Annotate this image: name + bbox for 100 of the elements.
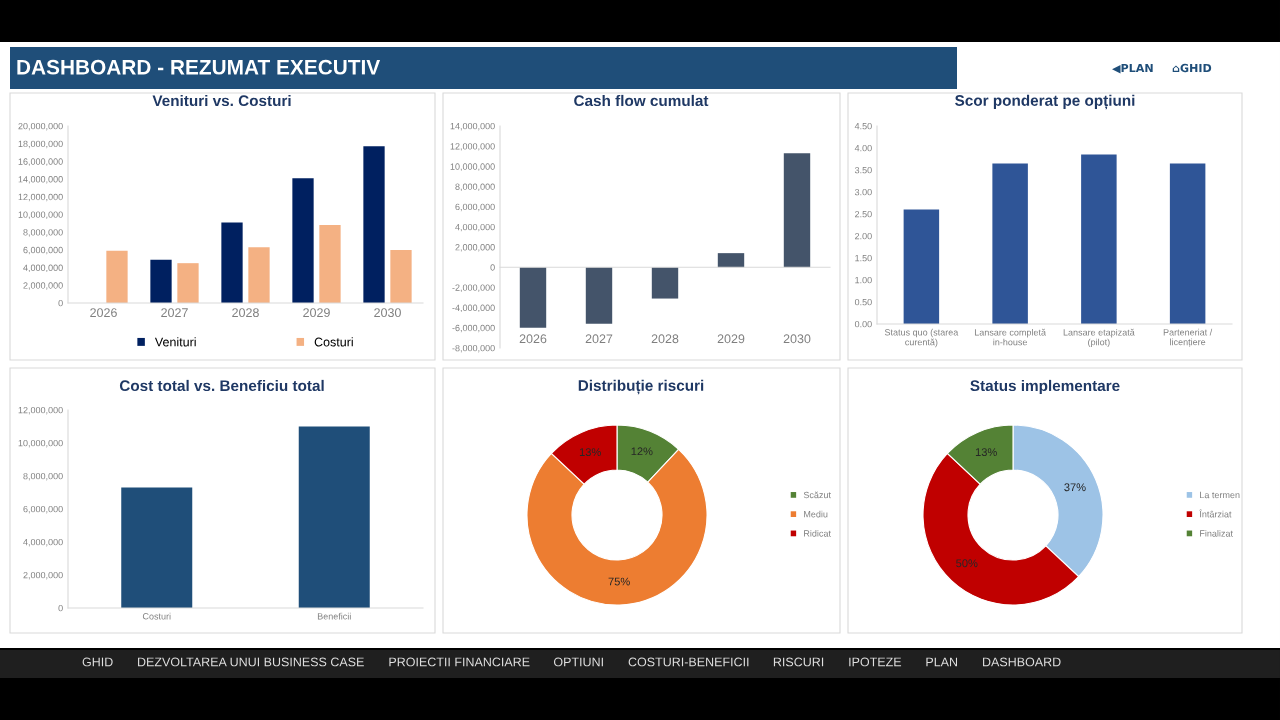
bar	[903, 209, 940, 324]
y-tick-label: 10,000,000	[450, 163, 495, 171]
y-tick-label: 0	[58, 604, 63, 612]
legend-label: Ridicat	[804, 530, 831, 537]
x-tick-label: Beneficii	[317, 612, 351, 620]
y-tick-label: 2,000,000	[23, 282, 63, 290]
bar	[390, 249, 412, 303]
chart-title: Distribuție riscuri	[578, 379, 704, 395]
data-label: 37%	[1064, 483, 1086, 492]
y-tick-label: 6,000,000	[23, 246, 63, 255]
bar	[221, 222, 243, 303]
chart-title: Status implementare	[970, 379, 1120, 395]
legend-label: La termen	[1200, 491, 1240, 499]
y-tick-label: 12,000,000	[18, 193, 63, 202]
y-tick-label: 4,000,000	[23, 264, 63, 273]
text: PROIECTII FINANCIARE	[389, 657, 530, 667]
x-tick-label: 2027	[585, 334, 613, 344]
x-tick-label: 2028	[651, 334, 679, 344]
y-tick-label: 0.00	[854, 320, 872, 328]
y-tick-label: 8,000,000	[455, 183, 495, 191]
text: PLAN	[926, 657, 958, 667]
y-tick-label: 4.00	[854, 144, 872, 152]
bar	[992, 163, 1028, 324]
y-tick-label: 8,000,000	[23, 229, 63, 237]
y-tick-label: 4,000,000	[23, 538, 63, 547]
x-tick-label: 2030	[783, 334, 811, 344]
y-tick-label: 0	[58, 299, 63, 307]
data-label: 75%	[608, 577, 630, 586]
y-tick-label: 1.50	[855, 254, 872, 262]
legend-label: Venituri	[154, 337, 196, 347]
y-tick-label: 4.50	[854, 122, 872, 130]
data-label: 12%	[631, 447, 653, 456]
chart-title: Scor ponderat pe opțiuni	[955, 94, 1135, 110]
bar	[585, 267, 613, 324]
y-tick-label: 6,000,000	[23, 505, 63, 514]
chart-title: Cost total vs. Beneficiu total	[119, 379, 324, 392]
chart-title: Cash flow cumulat	[574, 94, 709, 107]
bar	[783, 153, 811, 268]
bar	[1169, 163, 1206, 324]
bar	[651, 267, 679, 299]
text: GHID	[82, 657, 113, 667]
x-tick-label: 2028	[232, 308, 259, 318]
y-tick-label: 2.00	[855, 232, 872, 240]
bar	[519, 267, 547, 328]
y-tick-label: 4,000,000	[455, 223, 495, 232]
bar	[248, 247, 270, 303]
y-tick-label: 10,000,000	[18, 439, 63, 448]
chart-title: Venituri vs. Costuri	[152, 94, 291, 107]
bar	[292, 178, 314, 303]
y-tick-label: 14,000,000	[450, 122, 495, 131]
text: DASHBOARD	[983, 657, 1061, 667]
y-tick-label: 16,000,000	[18, 158, 63, 166]
bar	[177, 263, 199, 303]
y-tick-label: 10,000,000	[18, 211, 63, 219]
x-tick-label: 2029	[303, 308, 330, 318]
y-tick-label: -4,000,000	[452, 304, 495, 313]
y-tick-label: 12,000,000	[18, 406, 63, 415]
data-label: 50%	[956, 559, 978, 568]
y-tick-label: 0.50	[854, 298, 872, 306]
legend-label: Finalizat	[1200, 530, 1233, 537]
text: COSTURI-BENEFICII	[628, 657, 749, 667]
text: ◀PLAN	[1112, 63, 1153, 74]
y-tick-label: 3.50	[854, 166, 872, 174]
y-tick-label: 3.00	[854, 188, 872, 196]
y-tick-label: 2,000,000	[455, 244, 495, 252]
bar	[717, 253, 745, 268]
y-tick-label: 2.50	[855, 210, 872, 218]
y-tick-label: 20,000,000	[18, 122, 63, 131]
legend-label: Mediu	[804, 510, 828, 518]
data-label: 13%	[975, 448, 997, 457]
x-tick-label: 2026	[519, 334, 547, 344]
text: DEZVOLTAREA UNUI BUSINESS CASE	[138, 657, 364, 667]
y-tick-label: 1.00	[855, 276, 872, 284]
y-tick-label: 12,000,000	[450, 143, 495, 151]
x-tick-label: Lansare etapizată (pilot)	[1063, 328, 1135, 348]
data-label: 13%	[579, 448, 601, 457]
y-tick-label: 14,000,000	[18, 176, 63, 184]
x-tick-label: 2027	[161, 308, 188, 318]
y-tick-label: 18,000,000	[18, 140, 63, 149]
text: IPOTEZE	[849, 657, 902, 667]
bar	[363, 146, 385, 303]
text: ⌂GHID	[1172, 63, 1212, 73]
legend-label: Scăzut	[803, 491, 831, 499]
x-tick-label: 2029	[717, 334, 745, 344]
bar	[106, 250, 128, 303]
bar	[319, 225, 341, 303]
y-tick-label: 8,000,000	[23, 472, 63, 481]
text: RISCURI	[773, 657, 824, 667]
x-tick-label: Status quo (starea curentă)	[884, 328, 959, 348]
y-tick-label: -2,000,000	[452, 284, 495, 292]
y-tick-label: -6,000,000	[452, 324, 495, 333]
x-tick-label: 2026	[90, 308, 117, 318]
y-tick-label: -8,000,000	[452, 344, 495, 353]
x-tick-label: Lansare completă in-house	[974, 328, 1047, 346]
x-tick-label: Parteneriat / licențiere	[1163, 328, 1213, 348]
x-tick-label: 2030	[374, 308, 401, 318]
legend-label: Întârziat	[1199, 509, 1232, 518]
bar	[1081, 154, 1117, 324]
y-tick-label: 6,000,000	[455, 203, 495, 212]
y-tick-label: 2,000,000	[23, 571, 63, 580]
